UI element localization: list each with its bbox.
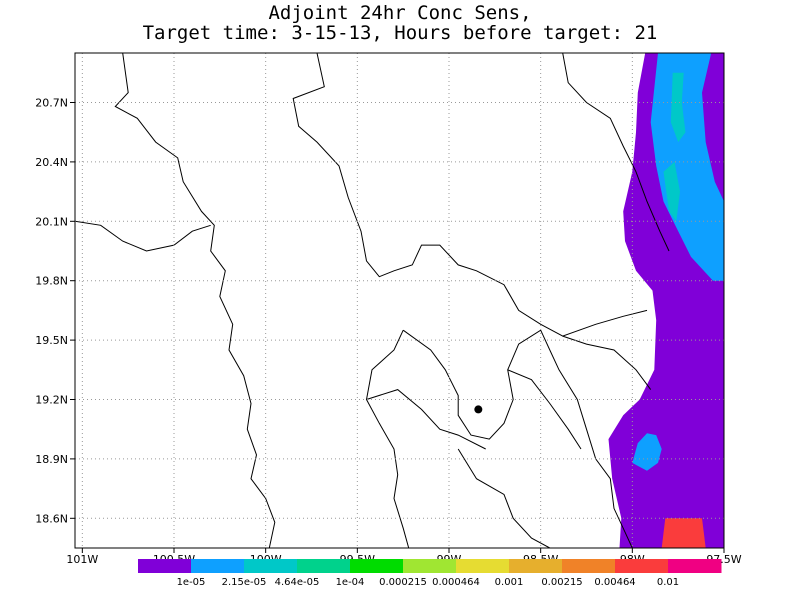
chart-title-line-2: Target time: 3-15-13, Hours before targe… (142, 22, 658, 44)
sensitivity-region (663, 161, 680, 222)
y-tick-label: 18.9N (35, 453, 68, 466)
sensitivity-field (608, 53, 724, 548)
y-tick-label: 20.4N (35, 156, 68, 169)
state-border (75, 220, 211, 252)
sensitivity-region (632, 433, 662, 471)
colorbar-label: 0.01 (657, 577, 679, 588)
chart-title-line-1: Adjoint 24hr Conc Sens, (268, 2, 532, 24)
y-tick-label: 20.7N (35, 97, 68, 110)
state-border (562, 335, 652, 390)
colorbar-swatch (615, 559, 669, 573)
state-border (292, 53, 648, 337)
colorbar-swatch (297, 559, 351, 573)
colorbar-label: 4.64e-05 (275, 577, 320, 588)
sensitivity-region (661, 518, 706, 548)
colorbar-swatch (668, 559, 722, 573)
sensitivity-region (650, 53, 724, 281)
state-borders (75, 53, 670, 548)
x-tick-label: 101W (66, 553, 98, 566)
y-tick-label: 18.6N (35, 512, 68, 525)
y-tick-label: 19.2N (35, 394, 68, 407)
colorbar-swatch (456, 559, 510, 573)
colorbar-label: 0.000464 (432, 577, 480, 588)
colorbar-swatch (562, 559, 616, 573)
y-axis: 18.6N 18.9N 19.2N 19.5N 19.8N 20.1N 20.4N 20.7N (35, 97, 75, 525)
colorbar-label: 1e-05 (177, 577, 206, 588)
gridlines (75, 53, 724, 548)
state-border (366, 389, 486, 450)
sensitivity-region (670, 72, 686, 143)
target-point (474, 405, 483, 414)
colorbar-swatch (138, 559, 192, 573)
plot-frame (74, 52, 725, 549)
state-border (402, 329, 551, 440)
state-border (457, 448, 551, 548)
colorbar-label: 2.15e-05 (222, 577, 267, 588)
target-marker (474, 405, 483, 414)
state-border (114, 53, 276, 548)
colorbar-swatch (403, 559, 457, 573)
y-tick-label: 19.8N (35, 275, 68, 288)
state-border (365, 329, 410, 548)
colorbar-swatch (509, 559, 563, 573)
colorbar: 1e-05 2.15e-05 4.64e-05 1e-04 0.000215 0.0004… (138, 559, 722, 588)
y-tick-label: 19.5N (35, 334, 68, 347)
colorbar-label: 0.00464 (594, 577, 635, 588)
colorbar-label: 1e-04 (336, 577, 365, 588)
colorbar-swatch (191, 559, 245, 573)
colorbar-label: 0.001 (495, 577, 524, 588)
state-border (507, 369, 582, 450)
colorbar-swatch (350, 559, 404, 573)
colorbar-label: 0.00215 (541, 577, 582, 588)
colorbar-label: 0.000215 (379, 577, 427, 588)
colorbar-swatch (244, 559, 298, 573)
y-tick-label: 20.1N (35, 215, 68, 228)
